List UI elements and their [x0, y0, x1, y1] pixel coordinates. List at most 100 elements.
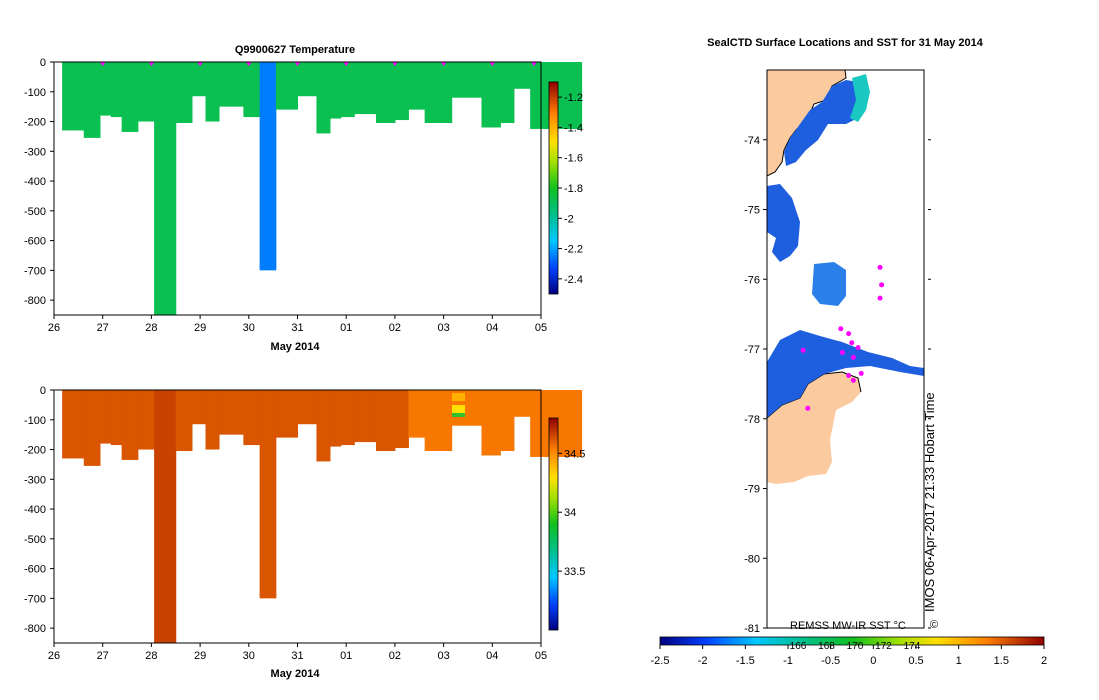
profile-bar [110, 62, 123, 118]
profile-bar [408, 390, 426, 438]
sst-colorbar-tick-label: -2 [698, 655, 708, 667]
sst-colorbar-tick-label: 1 [956, 655, 962, 667]
profile-bar [191, 62, 207, 97]
profile-bar [154, 62, 177, 315]
ctd-location-point [850, 354, 856, 360]
profile-bar [513, 390, 531, 417]
x-tick-label: 27 [97, 650, 109, 662]
profile-bar [424, 390, 453, 452]
profile-bar [275, 62, 298, 110]
salinity-anomaly-low [452, 413, 465, 417]
profile-bar [316, 62, 331, 134]
profile-bar [110, 390, 123, 446]
ctd-location-point [838, 326, 844, 332]
lat-tick-label: -77 [744, 344, 760, 356]
y-tick-label: -100 [24, 87, 46, 99]
x-tick-label: 04 [486, 650, 498, 662]
ctd-location-point [877, 264, 883, 270]
profile-bar [375, 390, 396, 452]
x-tick-label: 29 [194, 650, 206, 662]
y-tick-label: 0 [40, 57, 46, 69]
profile-bar [83, 62, 101, 138]
sst-colorbar-tick-label: 2 [1041, 655, 1047, 667]
salinity-profiles [62, 390, 583, 643]
colorbar-tick-label: 34.5 [564, 448, 585, 460]
profile-bar [154, 390, 177, 643]
profile-bar [205, 62, 220, 122]
sst-label: REMSS MW-IR SST °C [790, 620, 906, 632]
x-tick-label: 30 [243, 322, 255, 334]
salinity-anomaly-top [452, 393, 465, 401]
imos-watermark: IMOS 06-Apr-2017 21:33 Hobart Time [922, 392, 937, 612]
profile-bar [340, 390, 355, 446]
y-tick-label: 0 [40, 385, 46, 397]
profile-bar [175, 62, 193, 124]
profile-bar [451, 62, 482, 98]
salinity-panel: 0 -100 -200 -300 -400 -500 -600 -700 -800 26 27 28… [24, 385, 585, 680]
y-tick-label: -400 [24, 176, 46, 188]
profile-bar [568, 62, 583, 129]
x-tick-label: 29 [194, 322, 206, 334]
x-tick-label: 30 [243, 650, 255, 662]
x-tick-label: 26 [48, 650, 60, 662]
x-tick-label: 28 [145, 322, 157, 334]
profile-bar [259, 62, 277, 271]
temperature-y-axis: 0 -100 -200 -300 -400 -500 -600 -700 -800 [24, 57, 54, 307]
ctd-location-point [879, 282, 885, 288]
profile-bar [243, 390, 261, 446]
sst-colorbar-ticks: -2.5 -2 -1.5 -1 -0.5 0 0.5 1 1.5 2 [651, 645, 1047, 667]
profile-bar [259, 390, 277, 599]
temperature-panel: Q9900627 Temperature 0 -100 -200 -300 -400 -5… [24, 44, 583, 353]
copyright-symbol: © [930, 619, 938, 631]
salinity-anomaly-mid [452, 405, 465, 413]
salinity-x-axis: 26 27 28 29 30 31 01 02 03 04 05 [48, 643, 547, 662]
x-tick-label: 28 [145, 650, 157, 662]
profile-bar [205, 390, 220, 450]
y-tick-label: -100 [24, 415, 46, 427]
colorbar-tick-label: -1.8 [564, 183, 583, 195]
ctd-location-point [846, 373, 852, 379]
salinity-y-axis: 0 -100 -200 -300 -400 -500 -600 -700 -800 [24, 385, 54, 635]
sst-colorbar-tick-label: -1 [783, 655, 793, 667]
colorbar-tick-label: -2.4 [564, 274, 583, 286]
colorbar-tick-label: 34 [564, 507, 576, 519]
sst-patch-coast [784, 80, 862, 166]
profile-bar [121, 390, 139, 460]
y-tick-label: -500 [24, 206, 46, 218]
profile-marker [99, 62, 106, 66]
profile-bar [219, 62, 244, 107]
temperature-colorbar-ticks: -1.2 -1.4 -1.6 -1.8 -2 -2.2 -2.4 [558, 92, 583, 286]
profile-bar [243, 62, 261, 118]
x-tick-label: 26 [48, 322, 60, 334]
ctd-location-point [855, 345, 861, 351]
x-tick-label: 05 [535, 650, 547, 662]
y-tick-label: -200 [24, 445, 46, 457]
lat-tick-label: -81 [744, 623, 760, 635]
profile-bar [219, 390, 244, 435]
colorbar-tick-label: 33.5 [564, 566, 585, 578]
profile-bar [62, 390, 85, 459]
profile-marker [343, 62, 350, 66]
profile-bar [191, 390, 207, 425]
salinity-xlabel: May 2014 [271, 668, 321, 680]
profile-bar [354, 390, 377, 443]
map-title: SealCTD Surface Locations and SST for 31… [707, 37, 984, 49]
profile-bar [329, 390, 342, 447]
colorbar-tick-label: -1.2 [564, 92, 583, 104]
sst-patch-warm [850, 74, 870, 122]
ctd-location-point [850, 377, 856, 383]
profile-bar [329, 62, 342, 119]
x-tick-label: 04 [486, 322, 498, 334]
colorbar-tick-label: -2 [564, 213, 574, 225]
x-tick-label: 27 [97, 322, 109, 334]
ctd-location-point [846, 331, 852, 337]
map-ctd-locations [800, 264, 885, 411]
profile-bar [275, 390, 298, 438]
lat-tick-label: -76 [744, 274, 760, 286]
sst-patch-ross-sea [767, 330, 924, 418]
profile-marker [245, 62, 252, 66]
x-tick-label: 01 [340, 650, 352, 662]
profile-bar [481, 390, 501, 456]
salinity-colorbar-ticks: 34.5 34 33.5 [558, 448, 585, 578]
profile-bar [500, 390, 515, 452]
